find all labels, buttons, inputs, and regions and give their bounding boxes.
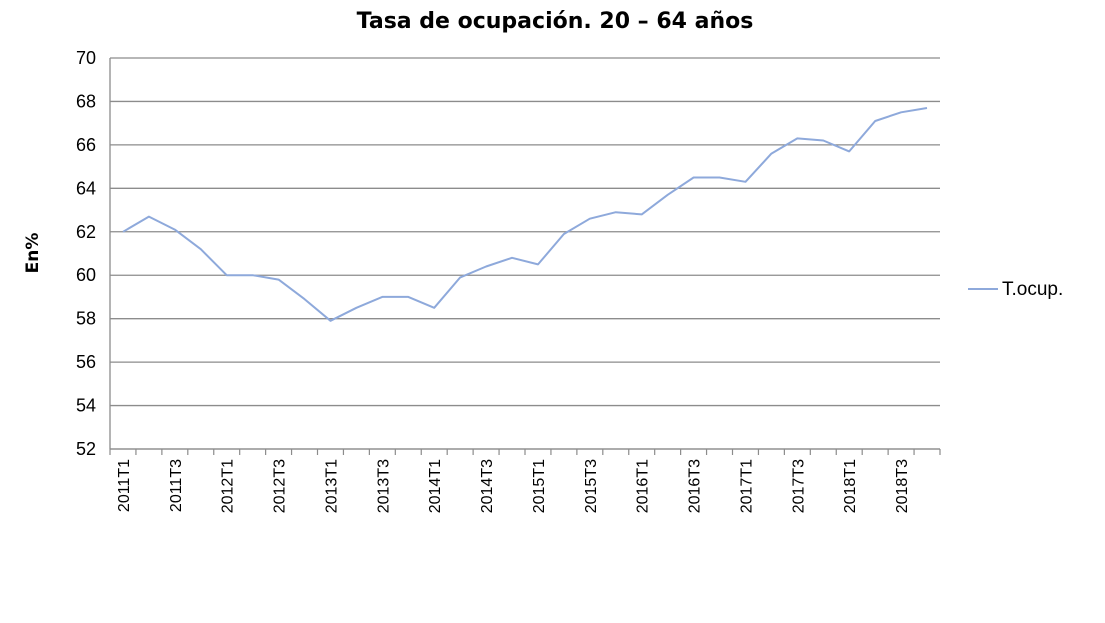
x-tick-label: 2015T1 — [531, 459, 548, 513]
x-axis-tick-labels: 2011T1 2011T3 2012T1 2012T3 2013T1 2013T3 2014… — [116, 459, 911, 513]
series-lines — [122, 107, 928, 322]
chart-title: Tasa de ocupación. 20 – 64 años — [357, 9, 754, 34]
y-tick-label: 70 — [76, 48, 96, 68]
x-tick-label: 2017T3 — [790, 459, 807, 513]
x-tick-label: 2011T1 — [116, 459, 133, 512]
y-tick-label: 52 — [76, 439, 96, 459]
legend-label: T.ocup. — [1002, 279, 1063, 300]
y-tick-label: 54 — [76, 396, 96, 416]
x-tick-label: 2012T1 — [220, 459, 237, 513]
x-tick-label: 2016T3 — [687, 459, 704, 513]
x-tick-label: 2014T1 — [427, 459, 444, 513]
y-tick-label: 66 — [76, 135, 96, 155]
y-tick-label: 58 — [76, 309, 96, 329]
x-tick-label: 2018T1 — [842, 459, 859, 513]
x-tick-label: 2011T3 — [168, 459, 185, 512]
x-tick-label: 2012T3 — [272, 459, 289, 513]
x-tick-label: 2018T3 — [894, 459, 911, 513]
y-tick-label: 56 — [76, 352, 96, 372]
x-tick-label: 2016T1 — [635, 459, 652, 513]
x-tick-label: 2013T1 — [323, 459, 340, 513]
axes — [109, 58, 941, 455]
x-tick-label: 2017T1 — [738, 459, 755, 513]
y-tick-label: 62 — [76, 222, 96, 242]
y-axis-label: En% — [23, 233, 43, 274]
x-tick-label: 2013T3 — [375, 459, 392, 513]
gridlines — [110, 57, 940, 450]
y-axis-tick-labels: 52 54 56 58 60 62 64 66 68 70 — [76, 48, 96, 459]
x-tick-label: 2014T3 — [479, 459, 496, 513]
x-tick-label: 2015T3 — [583, 459, 600, 513]
y-tick-label: 68 — [76, 91, 96, 111]
series-line — [122, 107, 928, 322]
y-tick-label: 64 — [76, 178, 96, 198]
y-tick-label: 60 — [76, 265, 96, 285]
legend: T.ocup. — [968, 279, 1063, 300]
